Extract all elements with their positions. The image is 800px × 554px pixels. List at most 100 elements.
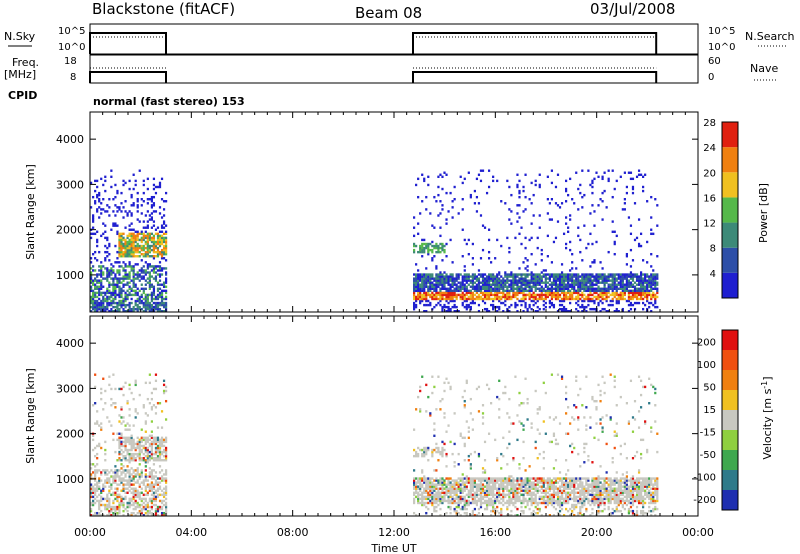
- range-gate-cell: [120, 503, 123, 507]
- range-gate-cell: [534, 389, 537, 393]
- range-gate-cell: [451, 489, 454, 492]
- range-gate-cell: [118, 255, 121, 258]
- range-gate-cell: [140, 271, 143, 274]
- range-gate-cell: [425, 208, 428, 211]
- range-gate-cell: [589, 273, 592, 276]
- range-gate-cell: [457, 310, 460, 313]
- range-gate-cell: [150, 244, 153, 248]
- range-gate-cell: [615, 299, 618, 303]
- range-gate-cell: [469, 301, 472, 305]
- range-gate-cell: [461, 481, 464, 484]
- range-gate-cell: [524, 277, 527, 280]
- range-gate-cell: [134, 459, 137, 462]
- range-gate-cell: [548, 489, 551, 492]
- range-gate-cell: [146, 514, 149, 517]
- range-gate-cell: [498, 277, 501, 280]
- range-gate-cell: [619, 291, 622, 295]
- range-gate-cell: [118, 414, 121, 417]
- range-gate-cell: [652, 283, 655, 286]
- range-gate-cell: [415, 244, 418, 248]
- range-gate-cell: [148, 238, 151, 242]
- range-gate-cell: [425, 246, 428, 250]
- range-gate-cell: [512, 273, 515, 276]
- range-gate-cell: [441, 291, 444, 295]
- range-gate-cell: [150, 473, 153, 476]
- range-gate-cell: [502, 493, 505, 497]
- range-gate-cell: [118, 475, 121, 478]
- range-gate-cell: [461, 291, 464, 295]
- range-gate-cell: [441, 244, 444, 248]
- range-gate-cell: [419, 385, 422, 389]
- range-gate-cell: [504, 479, 507, 482]
- range-gate-cell: [98, 303, 101, 307]
- range-gate-cell: [413, 283, 416, 286]
- range-gate-cell: [152, 234, 156, 238]
- range-gate-cell: [502, 295, 505, 299]
- range-gate-cell: [152, 487, 156, 490]
- range-gate-cell: [494, 285, 497, 288]
- range-gate-cell: [156, 459, 160, 462]
- range-gate-cell: [451, 485, 454, 488]
- range-gate-cell: [494, 499, 497, 503]
- range-gate-cell: [556, 491, 560, 495]
- range-gate-cell: [142, 244, 145, 248]
- range-gate-cell: [148, 454, 151, 458]
- range-gate-cell: [96, 422, 99, 425]
- range-gate-cell: [160, 293, 164, 297]
- range-gate-cell: [520, 303, 523, 307]
- range-gate-cell: [118, 252, 121, 256]
- range-gate-cell: [524, 281, 527, 284]
- range-gate-cell: [130, 195, 133, 199]
- range-gate-cell: [617, 275, 620, 278]
- range-gate-cell: [427, 275, 430, 278]
- range-gate-cell: [536, 246, 539, 250]
- range-gate-cell: [577, 291, 580, 295]
- range-gate-cell: [435, 493, 438, 497]
- range-gate-cell: [162, 389, 166, 393]
- range-gate-cell: [136, 246, 139, 250]
- range-gate-cell: [413, 285, 416, 288]
- range-gate-cell: [554, 273, 558, 276]
- range-gate-cell: [441, 273, 444, 276]
- range-gate-cell: [479, 477, 483, 480]
- range-gate-cell: [485, 295, 489, 299]
- range-gate-cell: [597, 289, 600, 293]
- range-gate-cell: [558, 505, 562, 509]
- range-gate-cell: [138, 255, 141, 258]
- range-gate-cell: [156, 295, 160, 299]
- range-gate-cell: [160, 444, 164, 448]
- range-gate-cell: [573, 275, 576, 278]
- range-gate-cell: [656, 204, 659, 207]
- range-gate-cell: [142, 246, 145, 250]
- range-gate-cell: [536, 283, 539, 286]
- range-gate-cell: [124, 454, 127, 458]
- range-gate-cell: [490, 487, 493, 490]
- range-gate-cell: [455, 310, 458, 313]
- range-gate-cell: [502, 495, 505, 499]
- range-gate-cell: [644, 277, 647, 280]
- range-gate-cell: [508, 291, 511, 295]
- range-gate-cell: [473, 497, 476, 501]
- range-gate-cell: [487, 275, 491, 278]
- range-gate-cell: [500, 297, 503, 301]
- range-gate-cell: [607, 287, 610, 291]
- range-gate-cell: [532, 299, 535, 303]
- range-gate-cell: [542, 299, 545, 303]
- range-gate-cell: [510, 497, 513, 501]
- range-gate-cell: [435, 295, 438, 299]
- range-gate-cell: [162, 252, 166, 256]
- range-gate-cell: [512, 491, 515, 495]
- range-gate-cell: [136, 305, 139, 309]
- range-gate-cell: [451, 299, 454, 303]
- range-gate-cell: [415, 285, 418, 288]
- range-gate-cell: [565, 481, 568, 484]
- range-gate-cell: [120, 291, 123, 295]
- range-gate-cell: [508, 293, 511, 297]
- range-gate-cell: [102, 271, 105, 274]
- range-gate-cell: [514, 293, 517, 297]
- range-gate-cell: [577, 277, 580, 280]
- range-gate-cell: [644, 285, 647, 288]
- range-gate-cell: [116, 473, 119, 476]
- range-gate-cell: [469, 295, 472, 299]
- range-gate-cell: [652, 287, 655, 291]
